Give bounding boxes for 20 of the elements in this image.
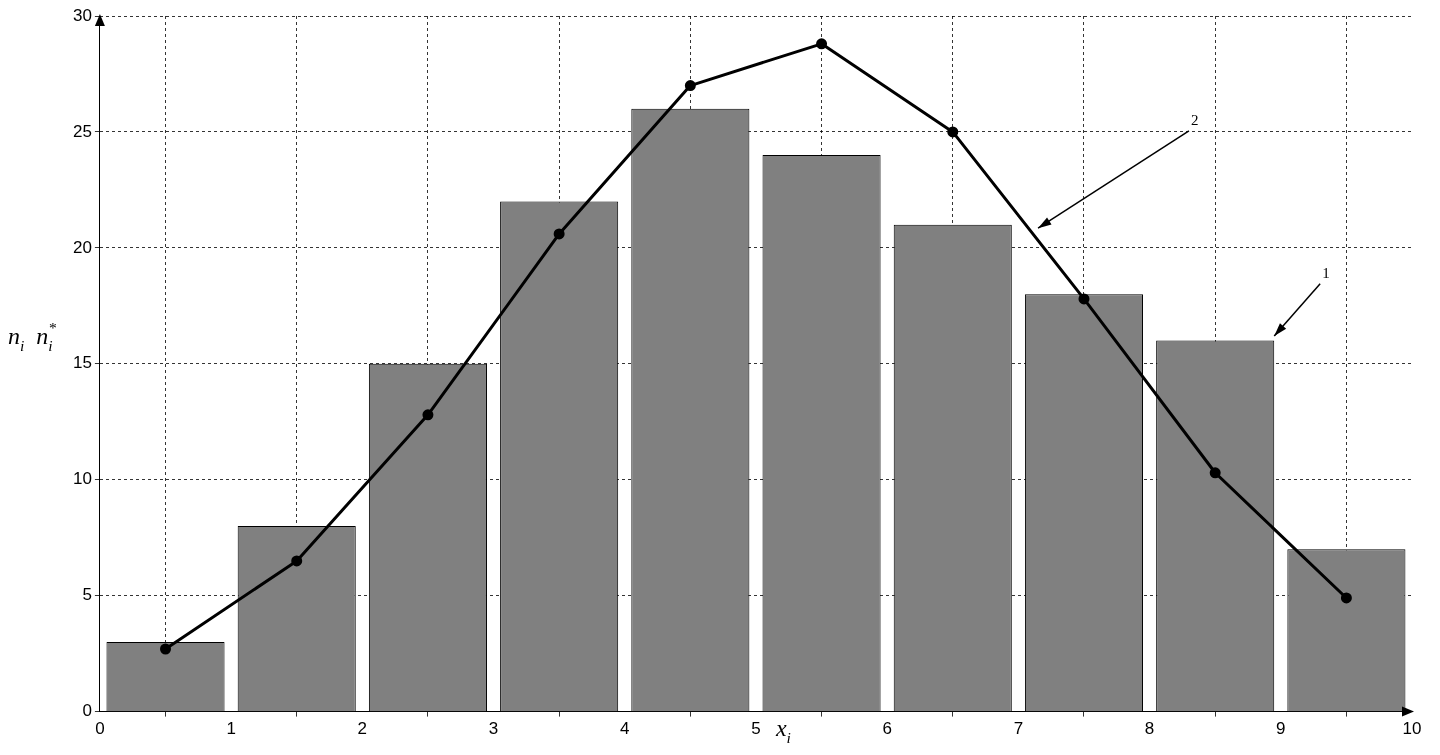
x-tick-label: 9 xyxy=(1276,719,1286,739)
y-tick-label: 5 xyxy=(82,585,92,605)
x-tick-label: 10 xyxy=(1402,719,1422,739)
x-tick-label: 8 xyxy=(1144,719,1155,739)
x-tick-label: 6 xyxy=(882,719,892,739)
annotation: 2 xyxy=(1190,112,1199,129)
y-tick-label: 10 xyxy=(72,469,92,489)
annotation: 1 xyxy=(1322,265,1330,282)
y-tick-label: 25 xyxy=(72,121,92,141)
y-tick-label: 15 xyxy=(72,353,92,373)
x-tick-label: 3 xyxy=(488,719,499,739)
x-tick-label: 5 xyxy=(751,719,761,739)
y-tick-label: 0 xyxy=(82,701,92,721)
x-tick-label: 1 xyxy=(226,719,236,739)
x-tick-label: 0 xyxy=(95,719,105,739)
y-tick-label: 30 xyxy=(72,5,92,25)
x-tick-label: 4 xyxy=(620,719,630,739)
y-tick-label: 20 xyxy=(72,237,92,257)
x-tick-label: 7 xyxy=(1013,719,1024,739)
x-tick-label: 2 xyxy=(357,719,368,739)
